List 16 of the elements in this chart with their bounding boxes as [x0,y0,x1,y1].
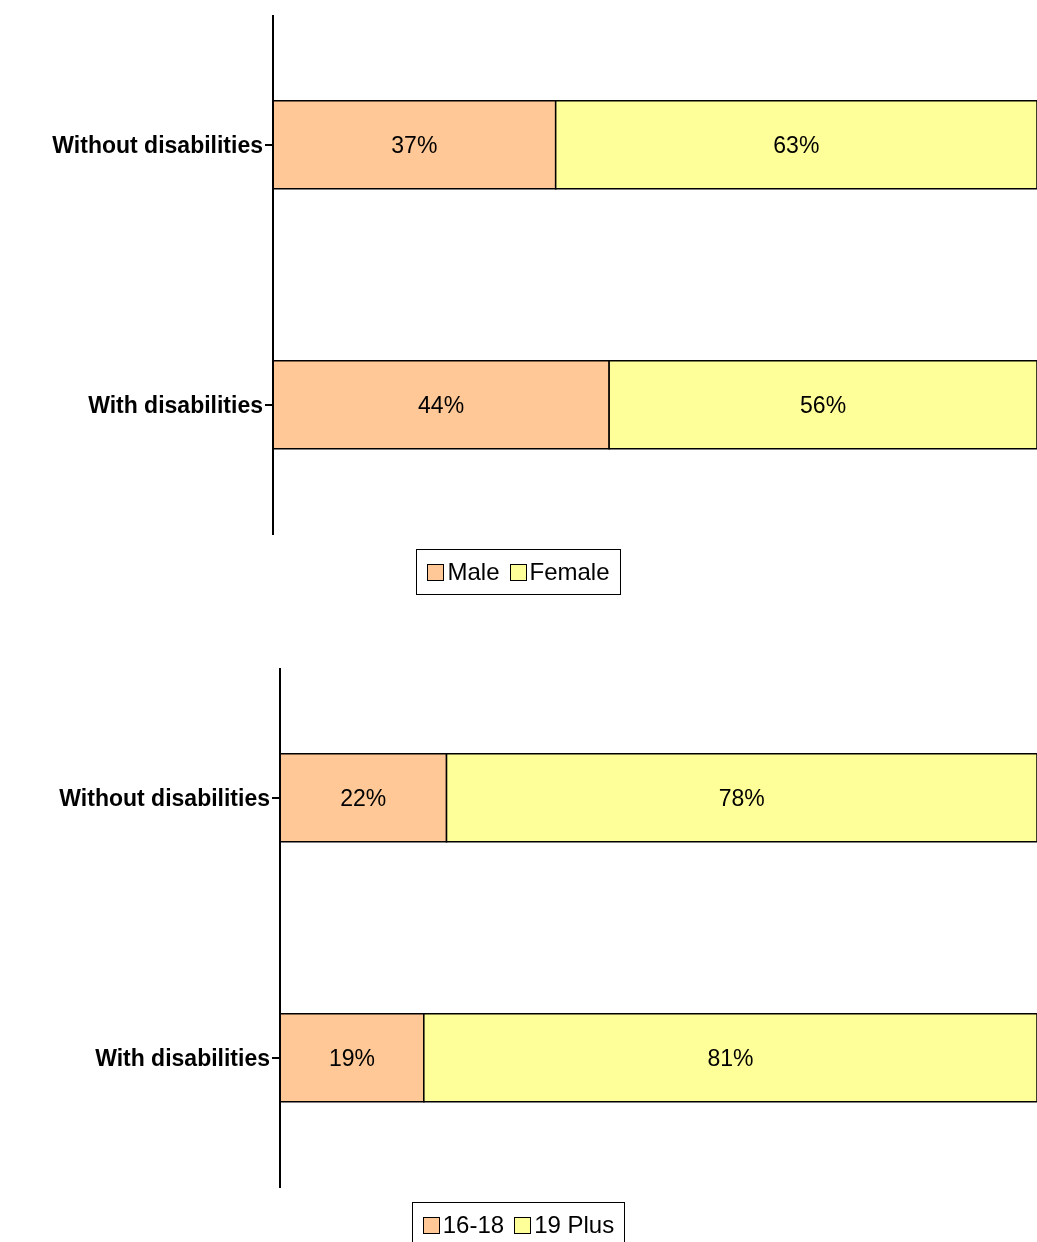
y-tick-label: Without disabilities [52,132,263,159]
data-label: 56% [800,391,847,418]
y-tick-label: Without disabilities [59,785,270,812]
legend-label: Male [447,558,500,586]
data-label: 19% [328,1044,375,1071]
data-label: 78% [718,784,765,811]
legend-label: Female [529,558,610,586]
data-label: 37% [391,131,438,158]
legend-label: 16-18 [442,1211,505,1239]
y-tick-label: With disabilities [95,1045,270,1072]
y-tick-label: With disabilities [88,392,263,419]
data-label: 63% [773,131,820,158]
data-label: 22% [340,784,387,811]
data-label: 81% [707,1044,754,1071]
legend-label: 19 Plus [534,1211,615,1239]
data-label: 44% [418,391,465,418]
